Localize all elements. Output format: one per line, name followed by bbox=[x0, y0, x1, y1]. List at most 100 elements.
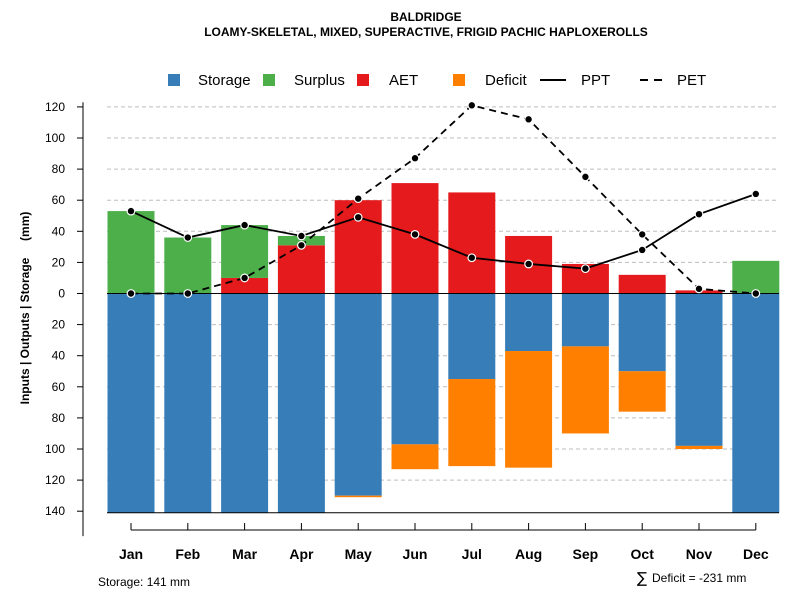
x-tick-label: Dec bbox=[743, 546, 769, 562]
y-tick-label: 100 bbox=[45, 131, 65, 145]
legend-swatch bbox=[168, 74, 180, 86]
aet-bar bbox=[448, 192, 496, 294]
legend-swatch bbox=[453, 74, 465, 86]
x-tick-label: Sep bbox=[573, 546, 599, 562]
legend-swatch bbox=[357, 74, 369, 86]
ppt-line-point bbox=[524, 259, 533, 269]
ppt-line-point bbox=[297, 231, 306, 241]
aet-bar bbox=[221, 277, 269, 294]
legend-label: AET bbox=[389, 72, 418, 89]
x-tick-label: Jan bbox=[119, 546, 143, 562]
deficit-bar bbox=[618, 371, 666, 412]
ppt-line-point bbox=[240, 220, 250, 230]
x-tick-label: Nov bbox=[686, 546, 713, 562]
legend-label: Deficit bbox=[485, 72, 528, 89]
chart-subtitle: LOAMY-SKELETAL, MIXED, SUPERACTIVE, FRIG… bbox=[204, 25, 648, 39]
x-tick-label: Mar bbox=[232, 546, 257, 562]
ppt-line-point bbox=[353, 212, 363, 222]
deficit-bar bbox=[505, 351, 553, 468]
storage-bar bbox=[334, 293, 382, 496]
surplus-bar bbox=[107, 211, 155, 294]
storage-bar bbox=[391, 293, 439, 445]
deficit-bar bbox=[675, 445, 723, 449]
pet-line-point bbox=[467, 100, 477, 110]
pet-line-point bbox=[240, 273, 250, 283]
pet-line-point bbox=[410, 153, 420, 163]
surplus-bar bbox=[732, 260, 780, 294]
pet-line bbox=[131, 104, 756, 295]
grid-lines bbox=[107, 106, 779, 481]
ppt-line bbox=[130, 193, 757, 270]
ppt-line-point bbox=[126, 206, 136, 216]
deficit-bar bbox=[391, 444, 439, 470]
chart-title: BALDRIDGE bbox=[390, 10, 461, 24]
y-tick-label: 20 bbox=[52, 255, 66, 269]
y-tick-label: 0 bbox=[58, 287, 65, 301]
y-tick-label: 20 bbox=[52, 318, 66, 332]
x-tick-label: Apr bbox=[289, 546, 314, 562]
aet-bar bbox=[618, 274, 666, 294]
axes: 120 100 80 60 40 20 0 20 40 60 80 100 120 140 Jan Feb Ma… bbox=[45, 100, 779, 562]
legend-swatch bbox=[263, 74, 275, 86]
deficit-bar bbox=[334, 495, 382, 498]
deficit-bar bbox=[561, 346, 609, 434]
sum-icon: ∑ bbox=[637, 569, 647, 587]
legend-label: Storage bbox=[198, 72, 251, 89]
storage-bar bbox=[164, 293, 212, 513]
pet-line-point bbox=[353, 194, 363, 204]
y-axis-label: Inputs | Outputs | Storage (mm) bbox=[18, 212, 32, 405]
x-tick-label: Jun bbox=[403, 546, 428, 562]
deficit-bar bbox=[448, 379, 496, 467]
y-tick-label: 80 bbox=[52, 411, 66, 425]
ppt-line-point bbox=[694, 209, 704, 219]
y-tick-label: 40 bbox=[52, 349, 66, 363]
x-tick-label: Aug bbox=[515, 546, 542, 562]
storage-bar bbox=[618, 293, 666, 372]
ppt-line-point bbox=[637, 245, 647, 255]
series-lines bbox=[126, 100, 761, 298]
ppt-line-point bbox=[410, 230, 420, 239]
pet-line-point bbox=[694, 284, 704, 294]
x-tick-label: Feb bbox=[175, 546, 200, 562]
storage-bar bbox=[277, 293, 325, 513]
storage-bar bbox=[107, 293, 155, 513]
ppt-line-point bbox=[183, 233, 193, 242]
storage-bar bbox=[221, 293, 269, 513]
pet-line-point bbox=[126, 289, 136, 298]
pet-line-point bbox=[183, 289, 193, 298]
ppt-line-point bbox=[751, 189, 761, 199]
storage-bar bbox=[448, 293, 496, 380]
x-tick-label: Jul bbox=[462, 546, 482, 562]
y-tick-label: 60 bbox=[52, 380, 66, 394]
storage-bar bbox=[505, 293, 553, 352]
legend-label: Surplus bbox=[294, 72, 345, 89]
legend-label: PPT bbox=[581, 72, 610, 89]
pet-line-point bbox=[637, 230, 647, 239]
surplus-bar bbox=[221, 225, 269, 278]
x-tick-label: Oct bbox=[631, 546, 655, 562]
legend-label: PET bbox=[677, 72, 706, 89]
y-tick-label: 120 bbox=[45, 473, 65, 487]
storage-bar bbox=[675, 293, 723, 446]
surplus-bar bbox=[277, 235, 325, 246]
deficit-footnote: Deficit = -231 mm bbox=[652, 571, 746, 585]
storage-footnote: Storage: 141 mm bbox=[98, 575, 190, 589]
pet-line-point bbox=[751, 289, 761, 298]
storage-bar bbox=[732, 293, 780, 513]
y-tick-label: 80 bbox=[52, 162, 66, 176]
ppt-line-point bbox=[467, 253, 477, 263]
bars bbox=[107, 183, 780, 513]
y-tick-label: 100 bbox=[45, 442, 65, 456]
y-tick-label: 40 bbox=[52, 224, 66, 238]
y-tick-label: 120 bbox=[45, 100, 65, 114]
storage-bar bbox=[561, 293, 609, 347]
ppt-line-point bbox=[581, 264, 590, 274]
y-tick-label: 140 bbox=[45, 504, 65, 518]
x-tick-label: May bbox=[345, 546, 372, 562]
pet-line-point bbox=[581, 172, 590, 182]
pet-line-point bbox=[524, 114, 533, 124]
legend: Storage Surplus AET Deficit PPT PET bbox=[168, 72, 706, 89]
surplus-bar bbox=[164, 237, 212, 294]
aet-bar bbox=[277, 245, 325, 294]
